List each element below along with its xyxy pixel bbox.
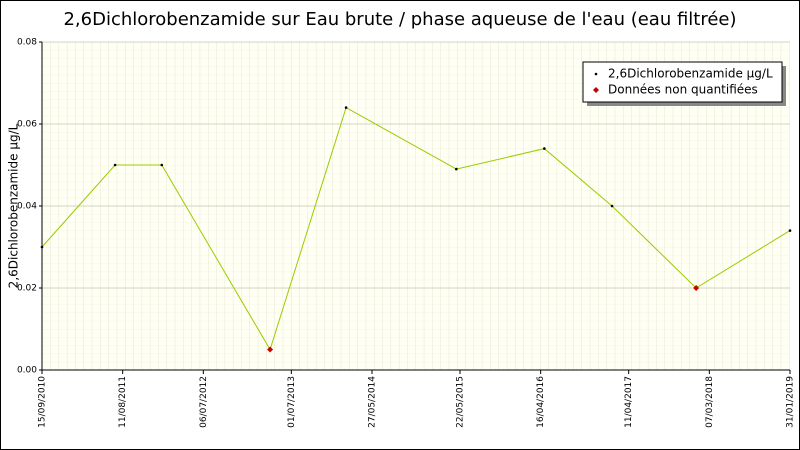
point	[788, 229, 792, 232]
y-tick-label: 0.08	[17, 38, 37, 48]
legend-marker	[594, 72, 598, 76]
legend-label: Données non quantifiées	[608, 83, 758, 97]
point	[455, 167, 458, 171]
x-tick-label: 31/01/2019	[786, 376, 796, 428]
point	[160, 163, 164, 167]
legend-box	[582, 61, 783, 103]
series-line	[41, 106, 791, 351]
x-tick-label: 06/07/2012	[199, 376, 209, 428]
x-tick-label: 16/04/2016	[536, 376, 546, 428]
point	[40, 245, 44, 249]
point	[610, 204, 614, 208]
y-tick-label: 0.02	[17, 284, 37, 294]
y-tick-label: 0.06	[17, 120, 37, 130]
x-tick-label: 07/03/2018	[705, 376, 715, 428]
legend-label: 2,6Dichlorobenzamide µg/L	[608, 67, 773, 81]
chart-title: 2,6Dichlorobenzamide sur Eau brute / pha…	[63, 9, 736, 30]
point	[113, 163, 117, 167]
y-tick-label: 0.00	[17, 366, 37, 376]
x-tick-label: 22/05/2015	[456, 376, 466, 428]
x-tick-label: 11/08/2011	[118, 376, 128, 428]
x-tick-label: 27/05/2014	[368, 376, 378, 428]
non-quantified-point	[693, 285, 700, 291]
y-tick-label: 0.04	[17, 202, 37, 212]
x-tick-label: 01/07/2013	[287, 376, 297, 428]
point	[543, 147, 546, 150]
non-quantified-point	[267, 346, 274, 353]
legend-marker	[593, 87, 599, 93]
x-tick-label: 11/04/2017	[624, 376, 634, 428]
y-axis-label: 2,6Dichlorobenzamide µg/L	[7, 123, 21, 288]
x-tick-label: 15/09/2010	[38, 376, 48, 428]
point	[344, 106, 348, 109]
